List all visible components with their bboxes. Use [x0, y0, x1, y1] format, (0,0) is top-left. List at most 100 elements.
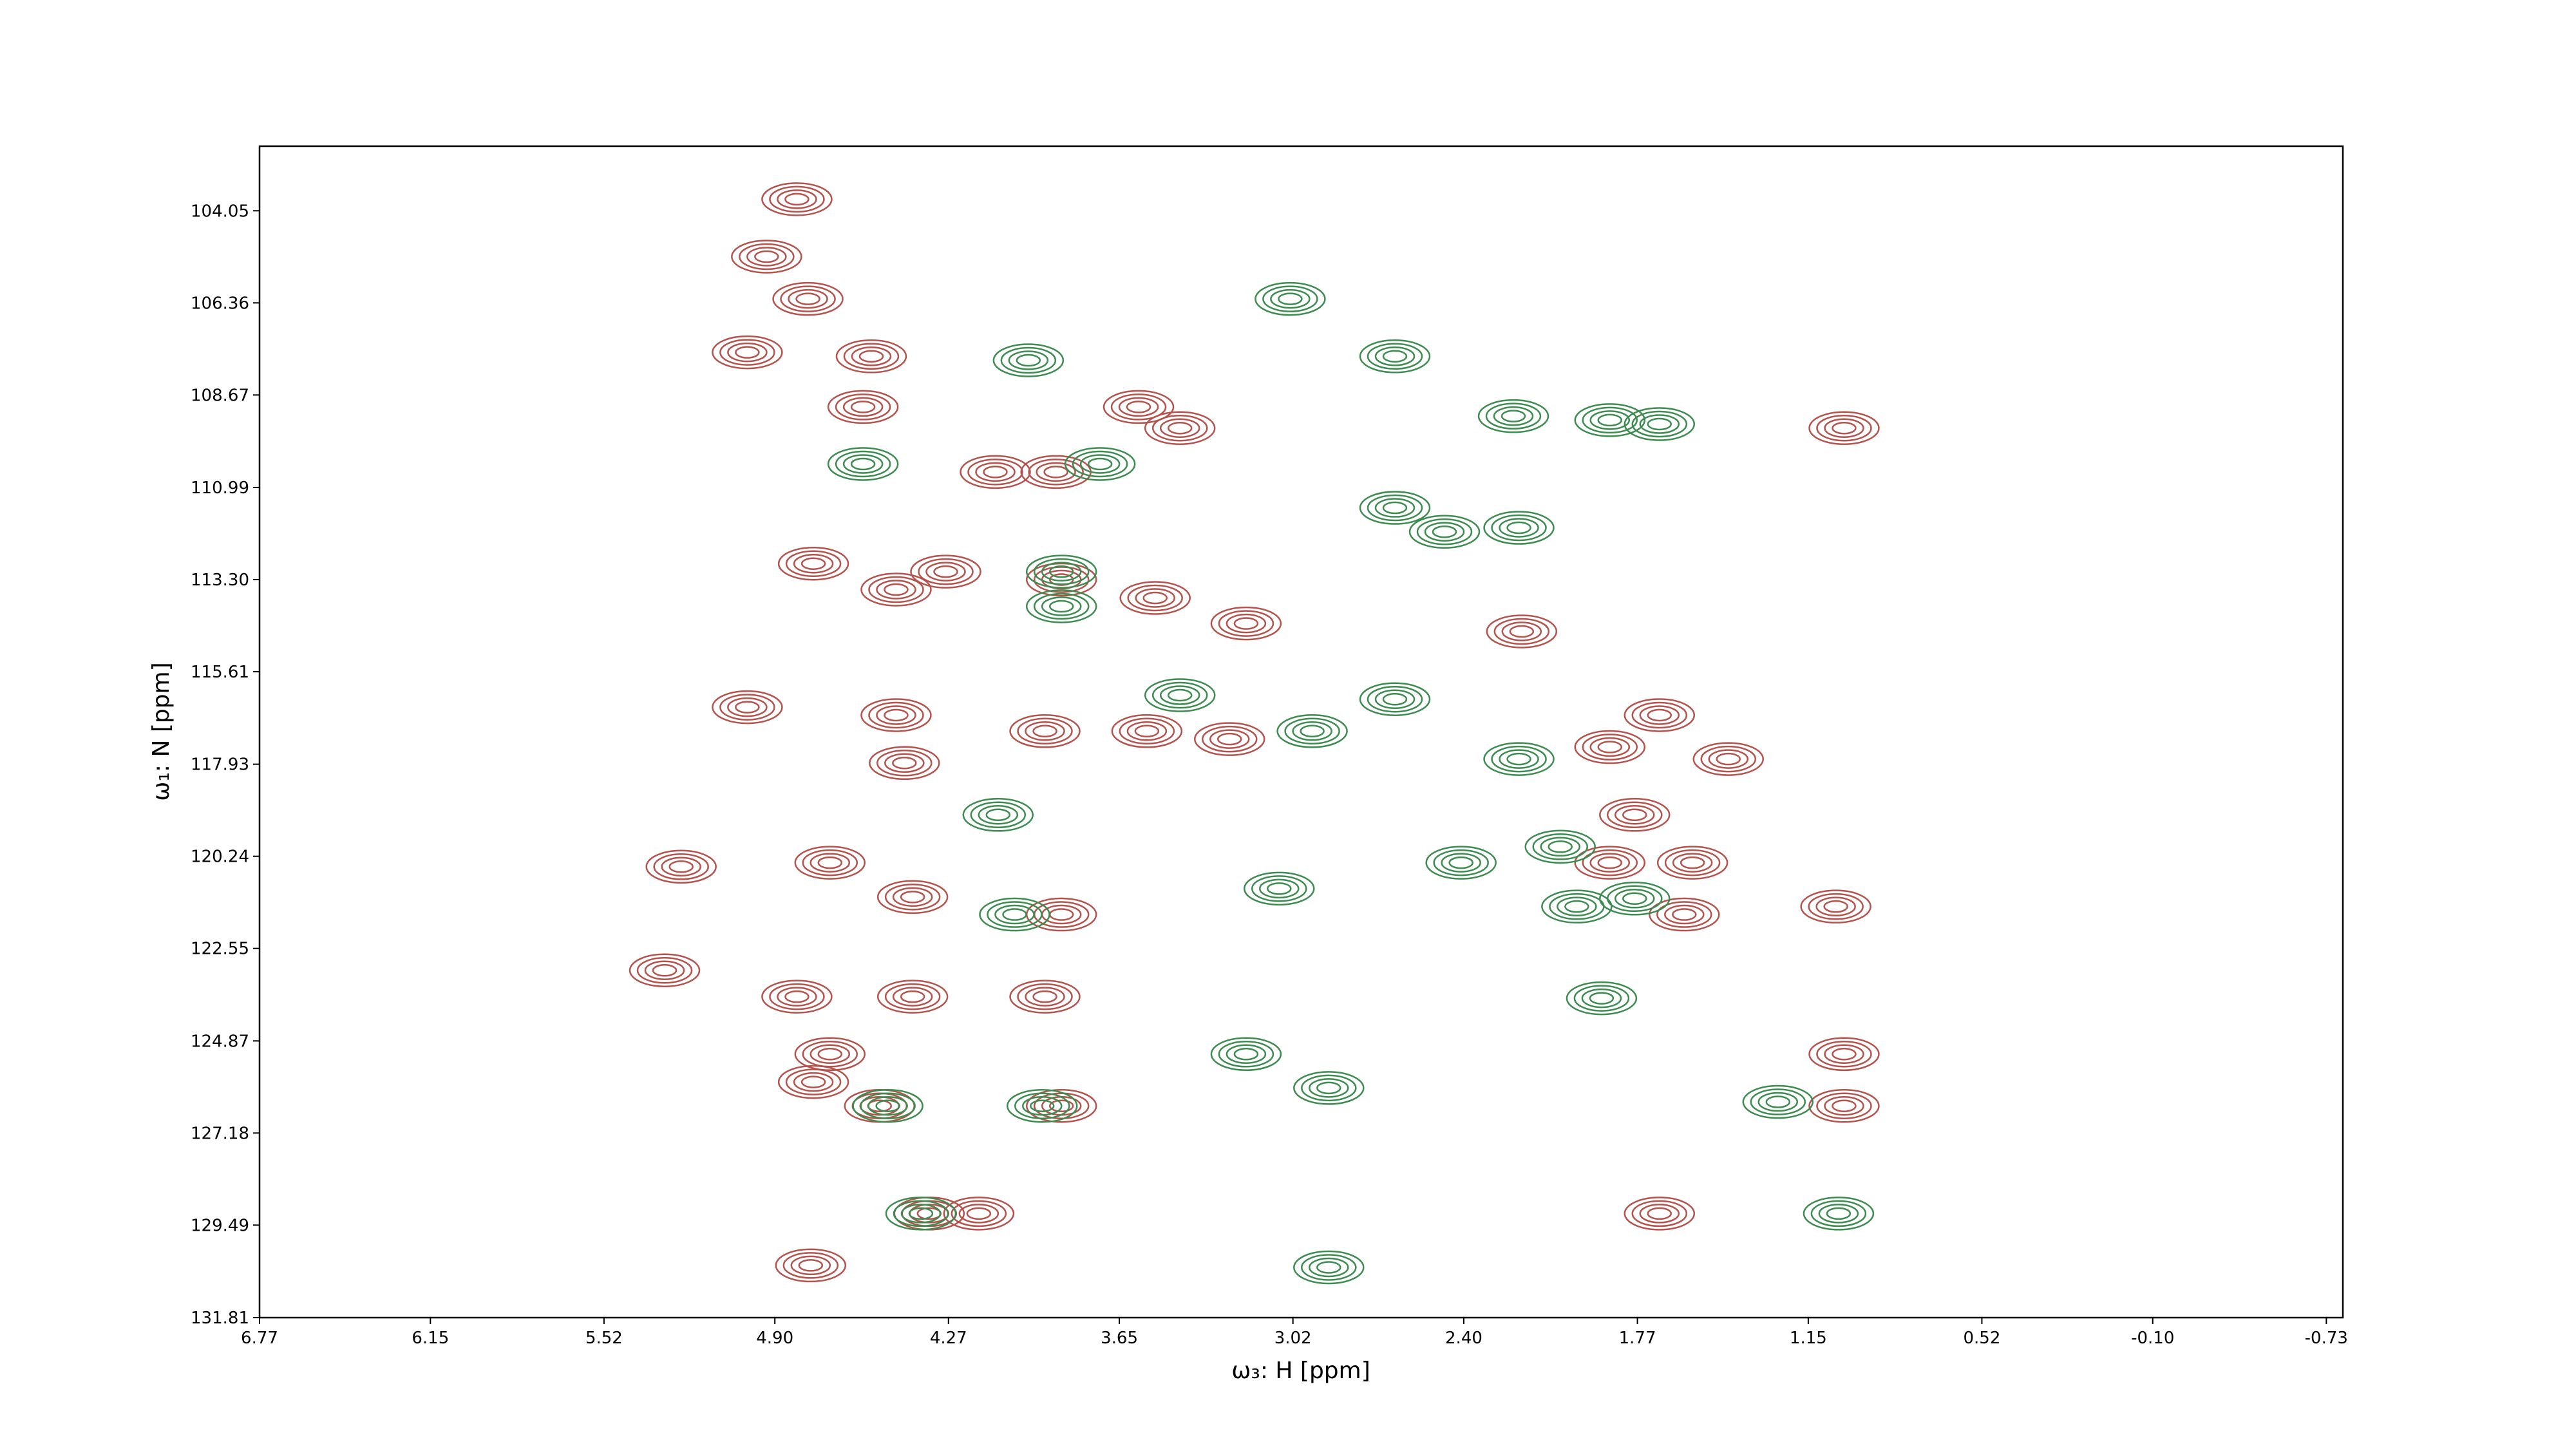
contour-peak [1810, 1200, 1867, 1227]
contour-peak [645, 849, 717, 884]
contour-peak [1647, 708, 1672, 722]
contour-peak [793, 553, 834, 574]
contour-peak [1144, 411, 1216, 445]
contour-peak [1014, 1092, 1070, 1119]
contour-peak [1374, 346, 1416, 366]
contour-peak [860, 1092, 916, 1119]
contour-peak [1582, 849, 1638, 876]
contour-peak [785, 1068, 842, 1095]
contour-peak [900, 891, 925, 904]
contour-peak [892, 887, 933, 907]
contour-peak [858, 350, 884, 363]
contour-peak [761, 182, 833, 216]
contour-peak [727, 342, 768, 363]
contour-peak [794, 1037, 866, 1072]
x-tick-label: 1.15 [1790, 1329, 1827, 1348]
contour-peak [1564, 900, 1589, 913]
contour-peak [1218, 1041, 1274, 1068]
y-tick-label: 113.30 [191, 571, 249, 590]
contour-peak [794, 846, 866, 880]
contour-peak [1672, 908, 1697, 921]
contour-peak [1441, 853, 1481, 873]
x-tick-label: 5.52 [585, 1329, 623, 1348]
contour-peak [1491, 514, 1547, 542]
contour-peak [1808, 411, 1880, 445]
contour-peak [925, 562, 966, 582]
contour-peak [1532, 833, 1588, 860]
contour-peak [1309, 1257, 1349, 1278]
contour-peak [1524, 829, 1596, 864]
contour-peak [884, 983, 941, 1010]
contour-peak [800, 557, 826, 570]
y-tick-label: 124.87 [191, 1032, 249, 1051]
contour-peak [951, 1200, 1007, 1227]
contour-peak [1025, 589, 1097, 623]
contour-peak [1540, 837, 1580, 857]
contour-peak [1826, 1207, 1852, 1220]
contour-peak [933, 565, 958, 578]
contour-peak [1501, 410, 1526, 422]
contour-peak [1278, 292, 1303, 305]
contour-peak [1110, 393, 1167, 421]
contour-peak [1433, 849, 1489, 876]
contour-peak [850, 457, 876, 471]
contour-peak [1292, 721, 1332, 741]
contour-peak [1483, 511, 1555, 545]
contour-peak [1499, 518, 1539, 538]
contour-peak [1033, 558, 1090, 585]
contour-peak [1022, 1095, 1063, 1116]
contour-peak [835, 450, 891, 478]
contour-peak [1226, 613, 1267, 634]
contour-peak [1425, 846, 1497, 880]
contour-peak [788, 289, 828, 309]
contour-peak [1284, 717, 1340, 745]
x-tick-label: -0.73 [2305, 1329, 2348, 1348]
contour-peak [1816, 1041, 1872, 1068]
contour-peak [1217, 732, 1242, 746]
contour-peak [1506, 521, 1531, 535]
contour-peak [875, 1099, 900, 1112]
contour-peak [1808, 893, 1864, 920]
contour-peak [1025, 987, 1065, 1007]
contour-peak [1631, 1200, 1688, 1227]
contour-peak [943, 1197, 1015, 1231]
contour-peak [892, 757, 917, 770]
x-tick-label: 4.90 [756, 1329, 793, 1348]
contour-peak [735, 346, 760, 359]
contour-peak [1036, 462, 1076, 482]
contour-peak [1680, 856, 1705, 869]
contour-peak [852, 1088, 923, 1123]
contour-peak [1509, 625, 1535, 638]
contour-peak [1025, 554, 1097, 589]
contour-peak [1218, 610, 1274, 637]
contour-peak [1111, 714, 1183, 748]
y-tick-label: 127.18 [191, 1124, 249, 1143]
contour-peak [1087, 457, 1113, 471]
contour-peak [1159, 418, 1200, 438]
contour-peak [868, 576, 924, 603]
contour-peak [1700, 745, 1757, 773]
contour-peak [1367, 343, 1423, 370]
contour-peak [1615, 805, 1655, 825]
contour-peak [1210, 606, 1282, 641]
contour-peak [772, 281, 844, 316]
contour-peak [785, 550, 842, 577]
contour-peak [1582, 734, 1638, 761]
contour-peak [1072, 450, 1128, 478]
contour-peak [1486, 614, 1558, 649]
contour-peak [1025, 1088, 1097, 1123]
contour-peak [793, 1072, 834, 1092]
contour-peak [876, 880, 949, 914]
contour-peak [735, 701, 760, 714]
contour-peak [835, 339, 907, 374]
contour-peak [869, 746, 940, 781]
contour-peak [719, 694, 775, 721]
contour-peak [754, 250, 779, 263]
contour-peak [1832, 1048, 1857, 1061]
contour-peak [1808, 1037, 1880, 1072]
contour-peak [1167, 421, 1193, 435]
contour-peak [884, 753, 925, 773]
contour-peak [1589, 853, 1631, 873]
contour-peak [1382, 350, 1408, 363]
